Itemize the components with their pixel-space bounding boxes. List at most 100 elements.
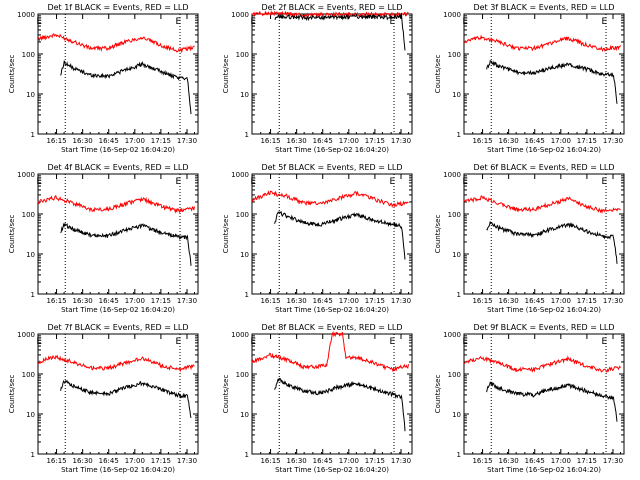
series-line-lld (37, 354, 195, 373)
y-tick-label: 1000 (17, 331, 35, 339)
x-tick-label: 16:15 (260, 297, 280, 305)
x-tick-label: 16:15 (472, 297, 492, 305)
series-line-lld (37, 194, 195, 214)
e-marker-label: E (250, 337, 256, 347)
x-tick-label: 17:00 (339, 297, 359, 305)
x-axis-label: Start Time (16-Sep-02 16:04:20) (275, 146, 389, 154)
x-tick-label: 16:45 (99, 297, 119, 305)
series-line-events (60, 379, 192, 419)
x-tick-label: 17:15 (151, 137, 171, 145)
series-line-lld (463, 195, 621, 215)
e-marker-label: E (250, 17, 256, 27)
e-marker-label: E (389, 177, 395, 187)
y-tick-label: 100 (22, 51, 35, 59)
x-tick-label: 16:45 (525, 137, 545, 145)
plot-frame (251, 13, 413, 135)
y-tick-label: 1 (245, 291, 249, 299)
x-tick-label: 17:00 (125, 297, 145, 305)
plot-frame (463, 13, 625, 135)
e-marker-label: E (175, 17, 181, 27)
e-marker-label: E (36, 177, 42, 187)
series-line-events (486, 60, 618, 104)
x-axis-label: Start Time (16-Sep-02 16:04:20) (487, 306, 601, 314)
series-line-lld (463, 34, 621, 52)
x-tick-label: 16:45 (313, 137, 333, 145)
e-marker-label: E (601, 337, 607, 347)
e-marker-label: E (36, 17, 42, 27)
x-tick-label: 17:15 (577, 297, 597, 305)
plot-panel-6: Det 6f BLACK = Events, RED = LLD 1 10 100 10… (434, 163, 625, 314)
e-marker-label: E (389, 17, 395, 27)
x-tick-label: 16:45 (525, 297, 545, 305)
panel-title: Det 7f BLACK = Events, RED = LLD (47, 323, 188, 332)
x-tick-label: 17:15 (151, 457, 171, 465)
plot-frame (37, 173, 199, 295)
y-tick-label: 10 (240, 411, 249, 419)
x-tick-label: 17:15 (365, 457, 385, 465)
y-tick-label: 1 (31, 131, 35, 139)
y-tick-label: 100 (448, 211, 461, 219)
x-tick-label: 17:00 (339, 457, 359, 465)
plot-panel-5: Det 5f BLACK = Events, RED = LLD 1 10 100 10… (222, 163, 413, 314)
plot-panel-8: Det 8f BLACK = Events, RED = LLD 1 10 100 10… (222, 323, 413, 474)
x-tick-label: 16:45 (313, 297, 333, 305)
x-tick-label: 16:15 (472, 457, 492, 465)
x-tick-label: 17:00 (339, 137, 359, 145)
y-tick-label: 1000 (443, 331, 461, 339)
x-tick-label: 17:15 (365, 297, 385, 305)
panel-title: Det 8f BLACK = Events, RED = LLD (261, 323, 402, 332)
y-tick-label: 1 (245, 451, 249, 459)
series-line-events (274, 377, 406, 432)
y-tick-label: 100 (236, 371, 249, 379)
y-tick-label: 1 (245, 131, 249, 139)
y-tick-label: 10 (26, 251, 35, 259)
y-tick-label: 10 (240, 91, 249, 99)
x-tick-label: 17:30 (391, 297, 411, 305)
x-tick-label: 16:15 (46, 297, 66, 305)
plot-panel-3: Det 3f BLACK = Events, RED = LLD 1 10 100 10… (434, 3, 625, 154)
e-marker-label: E (175, 177, 181, 187)
y-axis-label: Counts/sec (8, 375, 16, 414)
x-tick-label: 17:30 (177, 457, 197, 465)
x-tick-label: 16:45 (313, 457, 333, 465)
x-tick-label: 16:30 (287, 297, 307, 305)
x-tick-label: 17:15 (151, 297, 171, 305)
x-tick-label: 16:30 (499, 137, 519, 145)
y-axis-label: Counts/sec (222, 215, 230, 254)
y-tick-label: 10 (240, 251, 249, 259)
y-tick-label: 10 (452, 411, 461, 419)
x-tick-label: 16:45 (99, 457, 119, 465)
x-tick-label: 16:30 (499, 457, 519, 465)
y-tick-label: 1000 (17, 11, 35, 19)
x-tick-label: 16:45 (525, 457, 545, 465)
x-tick-label: 16:30 (73, 137, 93, 145)
x-tick-label: 17:30 (391, 457, 411, 465)
e-marker-label: E (389, 337, 395, 347)
series-line-events (486, 381, 618, 422)
y-axis-label: Counts/sec (222, 375, 230, 414)
e-marker-label: E (462, 177, 468, 187)
x-axis-label: Start Time (16-Sep-02 16:04:20) (61, 466, 175, 474)
y-axis-label: Counts/sec (8, 215, 16, 254)
plot-panel-2: Det 2f BLACK = Events, RED = LLD 1 10 100 10… (222, 3, 413, 154)
x-axis-label: Start Time (16-Sep-02 16:04:20) (487, 146, 601, 154)
series-line-events (60, 60, 192, 115)
x-tick-label: 17:00 (125, 137, 145, 145)
e-marker-label: E (601, 17, 607, 27)
x-tick-label: 16:15 (46, 137, 66, 145)
x-axis-label: Start Time (16-Sep-02 16:04:20) (275, 306, 389, 314)
y-tick-label: 1 (457, 451, 461, 459)
plot-frame (37, 333, 199, 455)
x-tick-label: 17:00 (551, 297, 571, 305)
x-tick-label: 17:30 (603, 297, 623, 305)
panel-title: Det 6f BLACK = Events, RED = LLD (473, 163, 614, 172)
x-tick-label: 17:30 (603, 137, 623, 145)
series-line-lld (37, 33, 195, 54)
y-tick-label: 100 (448, 371, 461, 379)
y-tick-label: 100 (448, 51, 461, 59)
x-tick-label: 17:30 (391, 137, 411, 145)
e-marker-label: E (601, 177, 607, 187)
x-axis-label: Start Time (16-Sep-02 16:04:20) (487, 466, 601, 474)
panel-title: Det 5f BLACK = Events, RED = LLD (261, 163, 402, 172)
